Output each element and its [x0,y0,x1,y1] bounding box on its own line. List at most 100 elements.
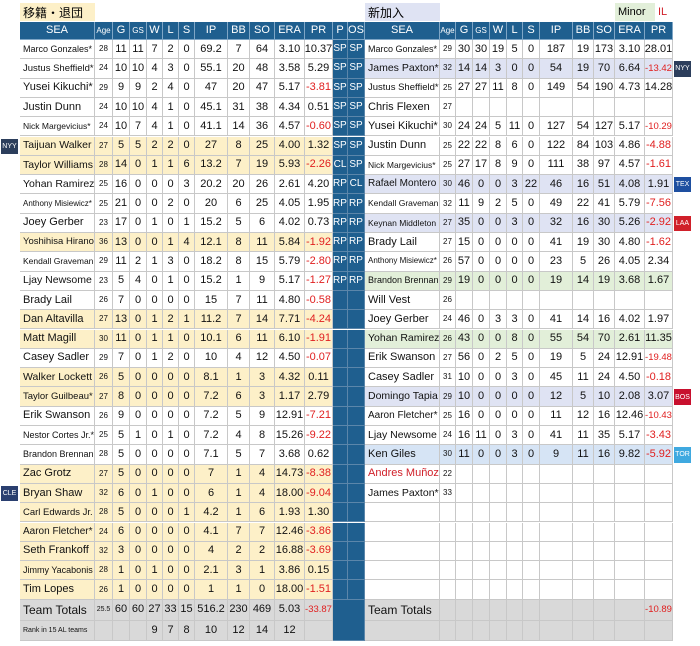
stat-cell [594,541,615,562]
stat-cell: 0 [507,406,523,426]
stat-cell: 1 [228,503,250,523]
stat-cell: 15.26 [275,426,305,446]
totals-cell: 60 [113,599,130,621]
position-cell [333,580,348,600]
stat-cell: 3 [490,310,507,330]
stat-cell: 2 [490,194,507,214]
stat-cell: 0 [179,290,195,311]
rank-cell: 7 [163,620,179,641]
stat-cell: 9 [113,78,130,98]
rank-cell [440,620,456,641]
stat-cell: 19 [573,59,594,79]
stat-cell: 1 [179,503,195,523]
player-name: Brady Lail [365,233,440,253]
position-cell: RP [348,194,365,214]
totals-cell: -10.89 [645,599,673,621]
stat-cell: -1.27 [305,271,333,291]
position-cell: RP [333,233,348,253]
stat-cell: 10 [130,97,147,118]
stat-cell: 15 [456,233,473,253]
stat-cell: 28 [95,561,113,581]
rank-cell [523,620,540,641]
stat-cell: 2 [163,348,179,369]
stat-cell [615,290,645,311]
stat-cell: 7 [250,522,275,542]
stat-cell: 97 [594,155,615,176]
stat-cell: 0 [130,387,147,407]
stat-cell [615,97,645,118]
stat-cell: 17 [473,155,490,176]
totals-label: Team Totals [20,599,95,621]
stat-cell: 27 [456,155,473,176]
stat-cell: 1.95 [305,194,333,214]
stat-cell: 29 [95,252,113,272]
stat-cell: 6.64 [615,59,645,79]
stat-cell: 36 [250,117,275,137]
player-name: Domingo Tapia [365,387,440,407]
stat-cell: 0 [490,252,507,272]
stat-cell: 111 [540,155,573,176]
stat-cell [456,464,473,484]
totals-cell [615,599,645,621]
stat-cell: 19 [594,271,615,291]
stat-cell [594,464,615,484]
stat-cell [507,561,523,581]
stat-cell: 26 [440,252,456,272]
stat-cell [473,541,490,562]
position-cell: RP [333,271,348,291]
stat-cell: -2.92 [645,213,673,233]
totals-cell [490,599,507,621]
stat-cell [473,483,490,504]
stat-cell: 2 [147,78,163,98]
position-cell [333,522,348,542]
position-cell [333,483,348,504]
player-name: Joey Gerber [20,213,95,233]
stat-cell: 2 [163,40,179,60]
stat-cell: 5 [113,368,130,388]
stat-cell: 10 [130,59,147,79]
stat-cell: 0 [179,406,195,426]
stat-cell: 45 [540,368,573,388]
stat-cell: 127 [594,117,615,137]
stat-cell: 5.79 [615,194,645,214]
stat-cell: 12.1 [195,233,228,253]
stat-cell: 11.35 [645,329,673,349]
position-cell: SP [333,136,348,156]
stat-cell: 0 [179,40,195,60]
stat-cell: 57 [456,252,473,272]
column-header: GS [130,22,147,40]
position-cell [348,580,365,600]
stat-cell: 0 [163,522,179,542]
stat-cell [540,561,573,581]
stat-cell: 7 [228,290,250,311]
position-cell [333,387,348,407]
stat-cell: 5.26 [615,213,645,233]
player-name: Brandon Brennan [20,445,95,465]
stat-cell: 3 [507,368,523,388]
stat-cell: 25 [95,426,113,446]
stat-cell: 4 [163,78,179,98]
stat-cell: 45.1 [195,97,228,118]
stat-cell: 7 [228,155,250,176]
totals-cell [473,599,490,621]
stat-cell: 6 [228,387,250,407]
column-header: GS [473,22,490,40]
stat-cell: 3 [179,175,195,195]
stat-cell [473,580,490,600]
stat-cell: 30 [95,329,113,349]
stat-cell: 41 [540,310,573,330]
stat-cell: 0 [147,426,163,446]
stat-cell: 0 [523,426,540,446]
stat-cell: 55 [540,329,573,349]
stat-cell: 3 [228,561,250,581]
stat-cell [615,522,645,542]
rank-cell: 14 [250,620,275,641]
il-label: IL [658,6,668,18]
stat-cell: 10 [195,348,228,369]
stat-cell [507,580,523,600]
stat-cell: 51 [594,175,615,195]
position-cell [333,406,348,426]
stat-cell: 1 [113,561,130,581]
stat-cell [645,561,673,581]
stat-cell: 0 [147,194,163,214]
